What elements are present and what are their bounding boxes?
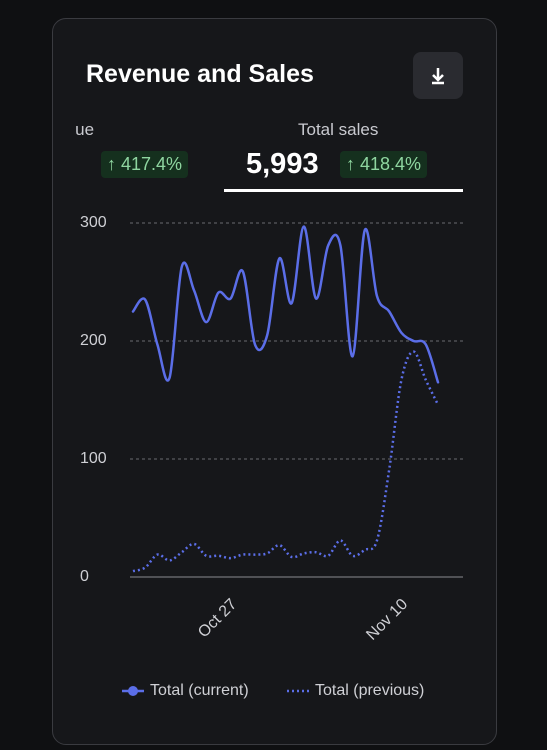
legend-label: Total (current) [150,682,249,699]
legend-item[interactable]: Total (previous) [287,682,424,699]
tab-revenue[interactable]: Revenue ↑ 417.4% [75,110,215,190]
download-button[interactable] [413,52,463,99]
badge: ↑ 417.4% [101,151,189,178]
tab-label: Total sales [298,120,379,139]
download-icon [432,68,444,85]
title: Revenue and Sales [86,60,314,88]
x-tick-label: Oct 27 [195,596,240,641]
y-tick-label: 0 [80,568,89,585]
badge: ↑ 418.4% [340,151,428,178]
tab-label: Revenue [75,120,95,139]
legend-marker [128,686,138,696]
legend-item[interactable]: Total (current) [122,682,249,699]
tab-underline [224,189,463,192]
legend-label: Total (previous) [315,682,424,699]
y-tick-label: 200 [80,332,107,349]
tab-value: 5,993 [246,148,319,180]
y-tick-label: 300 [80,214,107,231]
line-series [131,225,440,384]
x-tick-label: Nov 10 [363,596,411,644]
y-tick-label: 100 [80,450,107,467]
line-series [132,350,440,573]
card [52,18,497,745]
